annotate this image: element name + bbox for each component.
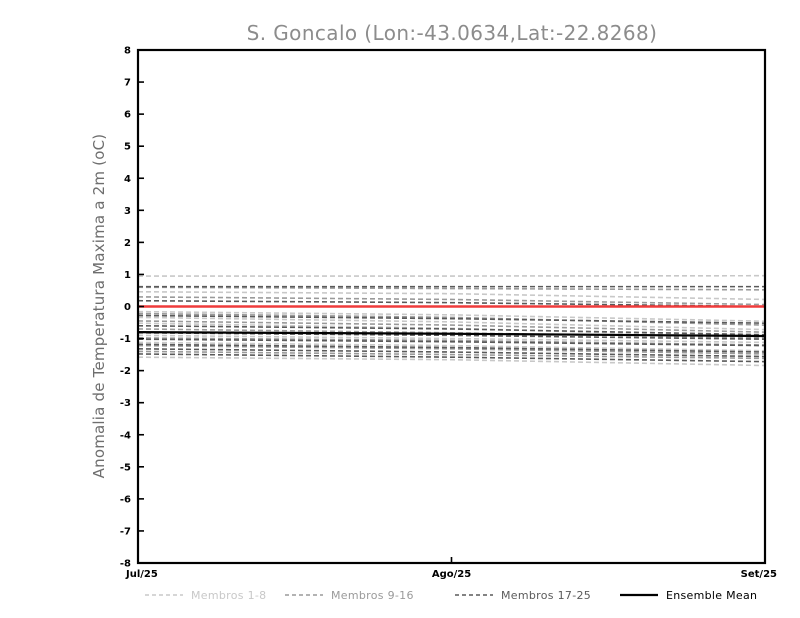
y-axis-label: Anomalia de Temperatura Maxima a 2m (oC)	[90, 134, 108, 479]
legend-label: Ensemble Mean	[666, 589, 757, 602]
chart-title: S. Goncalo (Lon:-43.0634,Lat:-22.8268)	[247, 21, 658, 45]
member-line	[138, 299, 765, 308]
y-tick-label: -6	[120, 494, 131, 505]
member-line	[138, 341, 765, 352]
member-line	[138, 316, 765, 331]
y-tick-label: 2	[124, 238, 131, 249]
ensemble-mean-path	[138, 331, 765, 338]
y-tick-label: -3	[120, 398, 131, 409]
y-tick-label: -4	[120, 430, 131, 441]
ensemble-mean-line	[138, 331, 765, 338]
member-line	[138, 286, 765, 291]
legend-label: Membros 1-8	[191, 589, 266, 602]
member-line	[138, 344, 765, 355]
legend-label: Membros 17-25	[501, 589, 591, 602]
member-line	[138, 338, 765, 347]
y-tick-label: -7	[120, 526, 131, 537]
plot-frame	[136, 48, 767, 565]
member-line	[138, 296, 765, 306]
y-tick-label: 8	[124, 46, 131, 57]
y-tick-label: -8	[120, 559, 131, 570]
member-line	[138, 312, 765, 326]
y-tick-label: -2	[120, 366, 131, 377]
chart-legend: Membros 1-8 Membros 9-16 Membros 17-25 Ense…	[145, 589, 757, 602]
y-tick-label: 4	[124, 174, 131, 185]
y-tick-label: -1	[120, 334, 131, 345]
member-line	[138, 324, 765, 336]
member-line	[138, 310, 765, 323]
x-tick-label: Ago/25	[432, 569, 471, 580]
x-tick-label: Set/25	[741, 569, 777, 580]
member-line	[138, 343, 765, 353]
member-line	[138, 334, 765, 344]
member-line	[138, 348, 765, 358]
y-tick-label: -5	[120, 462, 131, 473]
legend-label: Membros 9-16	[331, 589, 414, 602]
x-tick-label: Jul/25	[125, 569, 158, 580]
y-tick-label: 3	[124, 206, 131, 217]
member-line	[138, 337, 765, 346]
y-tick-label: 0	[124, 302, 131, 313]
member-line	[138, 314, 765, 324]
member-line	[138, 350, 765, 360]
y-tick-label: 6	[124, 110, 131, 121]
member-line	[138, 320, 765, 333]
y-tick-label: 5	[124, 142, 131, 153]
member-line	[138, 353, 765, 363]
y-tick-label: 1	[124, 270, 131, 281]
member-line	[138, 290, 765, 301]
y-tick-label: 7	[124, 78, 131, 89]
member-line	[138, 356, 765, 367]
